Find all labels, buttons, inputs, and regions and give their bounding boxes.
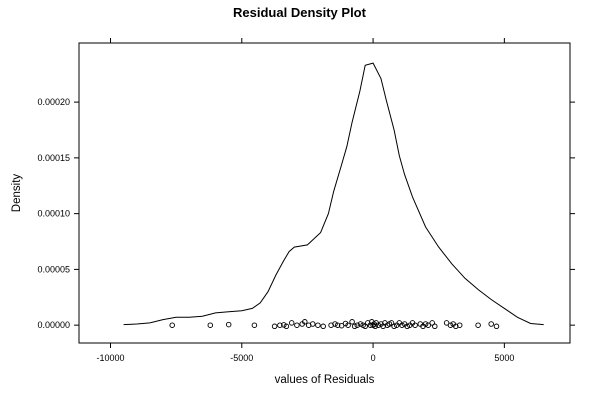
residual-point xyxy=(429,320,435,326)
y-axis-ticks: 0.00000 0.00005 0.00010 0.00015 0.00020 xyxy=(37,97,575,330)
plot-frame xyxy=(78,42,571,344)
residual-point xyxy=(399,322,405,328)
residual-point xyxy=(404,323,410,330)
residual-point xyxy=(320,323,326,330)
residual-point xyxy=(283,323,290,330)
residual-point xyxy=(332,321,338,327)
residual-point xyxy=(432,323,438,330)
residual-point xyxy=(456,322,463,328)
y-tick-label: 0.00010 xyxy=(37,209,70,219)
residual-point xyxy=(207,322,214,328)
residual-point xyxy=(453,323,459,330)
residual-point xyxy=(351,323,358,330)
y-tick-label: 0.00015 xyxy=(37,153,70,163)
residual-point xyxy=(334,322,341,328)
residual-point xyxy=(488,321,494,327)
residual-point xyxy=(372,323,378,330)
y-tick-label: 0.00005 xyxy=(37,264,70,274)
residual-point xyxy=(345,322,351,328)
x-tick-label: 5000 xyxy=(494,353,514,363)
residual-point xyxy=(412,322,418,328)
residual-point xyxy=(281,322,287,328)
residual-point xyxy=(349,319,355,325)
residual-point xyxy=(169,322,175,328)
residual-point xyxy=(357,321,364,327)
residual-point xyxy=(391,323,397,330)
residual-point xyxy=(425,322,431,328)
residual-point xyxy=(493,323,500,330)
y-tick-label: 0.00020 xyxy=(37,97,70,107)
residual-point xyxy=(309,321,316,327)
residual-point xyxy=(315,322,321,328)
residual-point xyxy=(277,322,283,328)
residual-point xyxy=(251,322,258,328)
y-tick-label: 0.00000 xyxy=(37,320,70,330)
residual-point xyxy=(447,322,454,328)
density-curve xyxy=(123,62,544,326)
residual-point xyxy=(294,322,300,328)
residual-point xyxy=(362,323,368,330)
x-tick-label: 0 xyxy=(371,353,376,363)
residual-point xyxy=(422,321,429,327)
x-axis-ticks: -10000 -5000 0 5000 xyxy=(96,38,514,363)
residual-points xyxy=(169,319,500,330)
residual-point xyxy=(271,323,278,330)
residual-point xyxy=(388,320,395,326)
residual-point xyxy=(302,319,308,325)
chart-title: Residual Density Plot xyxy=(233,5,367,20)
x-axis-label: values of Residuals xyxy=(275,374,375,386)
residual-point xyxy=(475,322,481,328)
x-tick-label: -10000 xyxy=(96,353,124,363)
residual-point xyxy=(354,322,361,328)
y-axis-label: Density xyxy=(11,174,23,213)
x-tick-label: -5000 xyxy=(230,353,253,363)
residual-point xyxy=(288,320,295,326)
residual-point xyxy=(225,321,232,328)
residual-point xyxy=(443,320,450,326)
